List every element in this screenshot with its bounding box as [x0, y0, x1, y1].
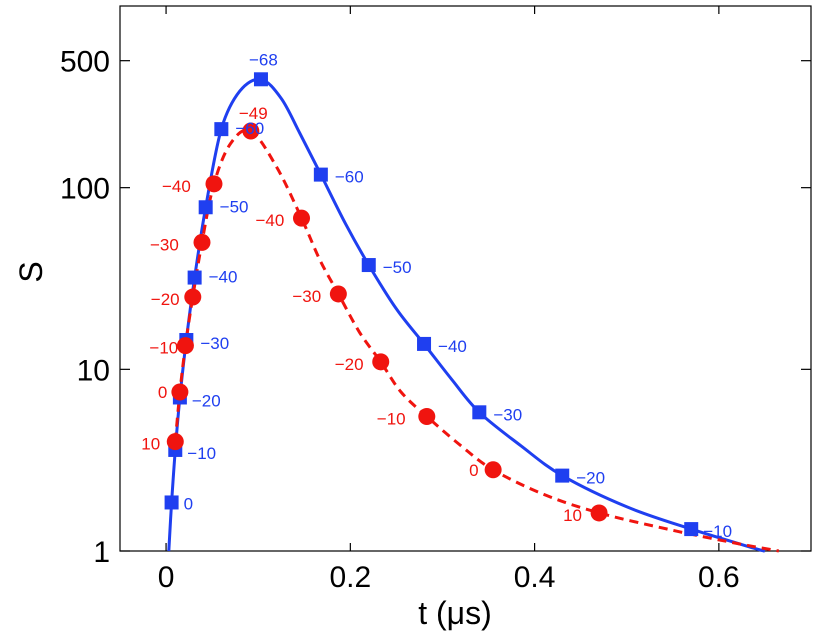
y-tick-label-0: 1 [93, 536, 110, 569]
series-0-marker-0 [164, 495, 179, 510]
series-0-marker-9 [361, 258, 376, 273]
series-1-label-12: 10 [563, 506, 582, 525]
series-1-label-10: −10 [377, 410, 406, 429]
series-0-marker-5 [198, 200, 213, 215]
series-1-label-3: −20 [151, 290, 180, 309]
series-1-label-2: −10 [149, 339, 178, 358]
x-tick-label-3: 0.6 [698, 561, 740, 594]
y-tick-label-2: 100 [60, 173, 110, 206]
series-1-marker-2 [176, 337, 194, 355]
series-0-label-11: −30 [493, 405, 522, 424]
x-tick-label-0: 0 [158, 561, 175, 594]
series-1-marker-3 [184, 288, 202, 306]
series-0-marker-7 [253, 72, 268, 87]
series-0-marker-8 [313, 167, 328, 182]
series-markers [164, 72, 699, 537]
series-1-label-1: 0 [158, 383, 167, 402]
series-0-marker-10 [417, 336, 432, 351]
series-0-marker-12 [555, 468, 570, 483]
series-0-label-5: −50 [220, 197, 249, 216]
series-0-label-3: −30 [200, 334, 229, 353]
y-axis-label: S [13, 261, 49, 282]
series-1-marker-12 [590, 504, 608, 522]
series-1-marker-5 [205, 175, 223, 193]
series-1-marker-4 [193, 233, 211, 251]
series-0-label-4: −40 [209, 268, 238, 287]
series-0-label-1: −10 [187, 444, 216, 463]
y-tick-label-1: 10 [77, 354, 110, 387]
series-1-label-0: 10 [141, 435, 160, 454]
series-0-label-2: −20 [192, 391, 221, 410]
series-1-marker-6 [242, 122, 260, 140]
series-1-marker-9 [372, 353, 390, 371]
series-1-label-8: −30 [292, 287, 321, 306]
series-0-label-6: −60 [235, 119, 264, 138]
series-1-label-6: −49 [239, 104, 268, 123]
series-1-marker-10 [418, 408, 436, 426]
series-0-marker-11 [472, 405, 487, 420]
x-axis-label: t (μs) [418, 595, 492, 631]
series-1-marker-0 [166, 433, 184, 451]
series-0-marker-6 [214, 122, 229, 137]
x-tick-label-1: 0.2 [329, 561, 371, 594]
series-0-marker-4 [187, 270, 202, 285]
series-0-label-10: −40 [438, 337, 467, 356]
series-1-marker-11 [484, 461, 502, 479]
point-labels: 0 −10 −20 −30 −40 −50 −60 −68 −60 −50 −40 −30 −20 −10… [141, 50, 732, 541]
x-tick-label-2: 0.4 [514, 561, 556, 594]
series-0-marker-13 [684, 522, 699, 537]
series-0-label-12: −20 [576, 469, 605, 488]
series-0-label-13: −10 [703, 522, 732, 541]
series-0-label-0: 0 [184, 494, 193, 513]
series-1-label-9: −20 [335, 355, 364, 374]
series-0-label-8: −60 [335, 168, 364, 187]
series-1-label-4: −30 [150, 235, 179, 254]
series-0-label-7: −68 [249, 50, 278, 69]
series-1-marker-8 [329, 285, 347, 303]
series-1-label-11: 0 [469, 461, 478, 480]
series-1-marker-1 [171, 383, 189, 401]
y-tick-label-3: 500 [60, 46, 110, 79]
series-1-label-7: −40 [256, 211, 285, 230]
series-1-label-5: −40 [162, 177, 191, 196]
series-1-marker-7 [293, 209, 311, 227]
series-0-label-9: −50 [383, 258, 412, 277]
